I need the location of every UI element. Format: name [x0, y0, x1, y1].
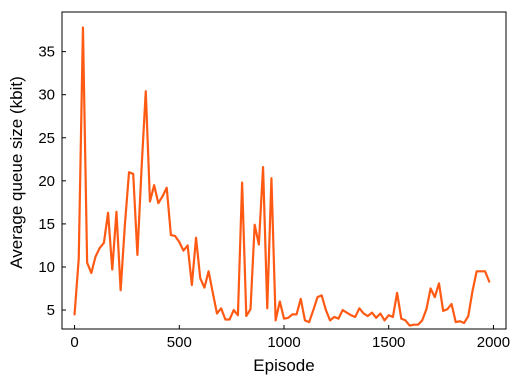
y-tick-label: 20 — [38, 173, 55, 190]
x-tick-label: 2000 — [477, 334, 510, 351]
x-tick-label: 0 — [70, 334, 78, 351]
x-axis-ticks: 0 500 1000 1500 2000 — [70, 325, 510, 351]
y-tick-label: 15 — [38, 216, 55, 233]
x-tick-label: 1500 — [372, 334, 405, 351]
y-tick-label: 35 — [38, 44, 55, 61]
x-tick-label: 500 — [167, 334, 192, 351]
series-line-0 — [73, 26, 491, 327]
y-tick-label: 25 — [38, 130, 55, 147]
x-axis-title: Episode — [253, 356, 314, 375]
y-axis-ticks: 5 10 15 20 25 30 35 — [38, 44, 66, 319]
y-axis-title: Average queue size (kbit) — [7, 76, 26, 268]
y-tick-label: 10 — [38, 259, 55, 276]
y-tick-label: 5 — [47, 302, 55, 319]
x-tick-label: 1000 — [267, 334, 300, 351]
y-tick-label: 30 — [38, 87, 55, 104]
